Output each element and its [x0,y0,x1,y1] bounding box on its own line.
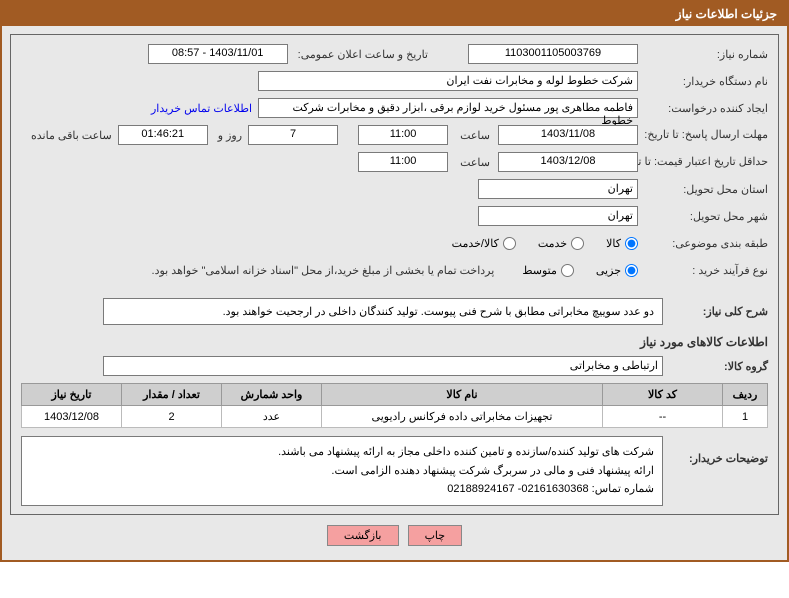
field-announce-datetime: 1403/11/01 - 08:57 [148,44,288,64]
print-button[interactable]: چاپ [408,525,463,546]
radio-medium-label: متوسط [522,264,557,277]
label-remaining: ساعت باقی مانده [27,129,112,142]
field-validity-date: 1403/12/08 [498,152,638,172]
button-row: چاپ بازگشت [10,515,779,552]
th-date: تاریخ نیاز [22,384,122,406]
radio-medium[interactable]: متوسط [522,264,574,277]
label-hour-1: ساعت [456,129,490,142]
field-buyer-notes: شرکت های تولید کننده/سازنده و تامین کنند… [21,436,663,506]
radio-group-category: کالا خدمت کالا/خدمت [434,237,638,250]
radio-medium-input[interactable] [561,264,574,277]
row-purchase-type: نوع فرآیند خرید : جزیی متوسط پرداخت تمام… [21,259,768,281]
row-need-desc: شرح کلی نیاز: دو عدد سوییچ مخابراتی مطاب… [21,298,768,325]
radio-service-input[interactable] [571,237,584,250]
row-goods-group: گروه کالا: ارتباطی و مخابراتی [21,355,768,377]
radio-service-label: خدمت [538,237,567,250]
field-deadline-date: 1403/11/08 [498,125,638,145]
buyer-notes-line2: ارائه پیشنهاد فنی و مالی در سربرگ شرکت پ… [30,462,654,481]
field-need-desc: دو عدد سوییچ مخابراتی مطابق با شرح فنی پ… [103,298,663,325]
field-days-remaining: 7 [248,125,338,145]
radio-both[interactable]: کالا/خدمت [452,237,516,250]
label-buyer-org: نام دستگاه خریدار: [638,75,768,88]
radio-minor[interactable]: جزیی [596,264,638,277]
row-deadline: مهلت ارسال پاسخ: تا تاریخ: 1403/11/08 سا… [21,124,768,146]
radio-minor-input[interactable] [625,264,638,277]
radio-goods-label: کالا [606,237,621,250]
td-name: تجهیزات مخابراتی داده فرکانس رادیویی [322,406,603,428]
label-requester: ایجاد کننده درخواست: [638,102,768,115]
label-goods-group: گروه کالا: [663,360,768,373]
table-row: 1 -- تجهیزات مخابراتی داده فرکانس رادیوی… [22,406,768,428]
purchase-note: پرداخت تمام یا بخشی از مبلغ خرید،از محل … [152,264,495,277]
buyer-notes-line3: شماره تماس: 02161630368- 02188924167 [30,480,654,499]
td-unit: عدد [222,406,322,428]
row-city: شهر محل تحویل: تهران [21,205,768,227]
row-need-number: شماره نیاز: 1103001105003769 تاریخ و ساع… [21,43,768,65]
table-header-row: ردیف کد کالا نام کالا واحد شمارش تعداد /… [22,384,768,406]
label-province: استان محل تحویل: [638,183,768,196]
th-qty: تعداد / مقدار [122,384,222,406]
radio-both-input[interactable] [503,237,516,250]
field-requester: فاطمه مطاهری پور مسئول خرید لوازم برقی ،… [258,98,638,118]
items-table: ردیف کد کالا نام کالا واحد شمارش تعداد /… [21,383,768,428]
td-date: 1403/12/08 [22,406,122,428]
td-code: -- [603,406,723,428]
field-time-remaining: 01:46:21 [118,125,208,145]
radio-group-purchase: جزیی متوسط [504,264,638,277]
th-name: نام کالا [322,384,603,406]
label-category: طبقه بندی موضوعی: [638,237,768,250]
field-validity-time: 11:00 [358,152,448,172]
td-row: 1 [723,406,768,428]
label-purchase-type: نوع فرآیند خرید : [638,264,768,277]
field-goods-group: ارتباطی و مخابراتی [103,356,663,376]
buyer-notes-line1: شرکت های تولید کننده/سازنده و تامین کنند… [30,443,654,462]
th-code: کد کالا [603,384,723,406]
back-button[interactable]: بازگشت [327,525,399,546]
radio-minor-label: جزیی [596,264,621,277]
field-need-number: 1103001105003769 [468,44,638,64]
row-buyer-notes: توضیحات خریدار: شرکت های تولید کننده/ساز… [21,436,768,506]
label-buyer-notes: توضیحات خریدار: [663,436,768,465]
label-need-desc: شرح کلی نیاز: [663,305,768,318]
label-need-number: شماره نیاز: [638,48,768,61]
row-category: طبقه بندی موضوعی: کالا خدمت کالا/خدمت [21,232,768,254]
section-items-title: اطلاعات کالاهای مورد نیاز [21,335,768,349]
radio-goods[interactable]: کالا [606,237,638,250]
field-province: تهران [478,179,638,199]
content-area: شماره نیاز: 1103001105003769 تاریخ و ساع… [2,26,787,560]
label-hour-2: ساعت [456,156,490,169]
title-bar: جزئیات اطلاعات نیاز [2,2,787,26]
th-unit: واحد شمارش [222,384,322,406]
th-row: ردیف [723,384,768,406]
row-requester: ایجاد کننده درخواست: فاطمه مطاهری پور مس… [21,97,768,119]
row-province: استان محل تحویل: تهران [21,178,768,200]
field-buyer-org: شرکت خطوط لوله و مخابرات نفت ایران [258,71,638,91]
field-city: تهران [478,206,638,226]
label-city: شهر محل تحویل: [638,210,768,223]
row-buyer-org: نام دستگاه خریدار: شرکت خطوط لوله و مخاب… [21,70,768,92]
form-box: شماره نیاز: 1103001105003769 تاریخ و ساع… [10,34,779,515]
label-validity: حداقل تاریخ اعتبار قیمت: تا تاریخ: [638,155,768,169]
label-announce-datetime: تاریخ و ساعت اعلان عمومی: [294,48,428,61]
radio-goods-input[interactable] [625,237,638,250]
main-panel: جزئیات اطلاعات نیاز شماره نیاز: 11030011… [0,0,789,562]
radio-both-label: کالا/خدمت [452,237,499,250]
td-qty: 2 [122,406,222,428]
label-days-and: روز و [214,129,242,142]
row-validity: حداقل تاریخ اعتبار قیمت: تا تاریخ: 1403/… [21,151,768,173]
field-deadline-time: 11:00 [358,125,448,145]
radio-service[interactable]: خدمت [538,237,584,250]
label-deadline: مهلت ارسال پاسخ: تا تاریخ: [638,128,768,142]
link-contact-buyer[interactable]: اطلاعات تماس خریدار [151,102,252,115]
